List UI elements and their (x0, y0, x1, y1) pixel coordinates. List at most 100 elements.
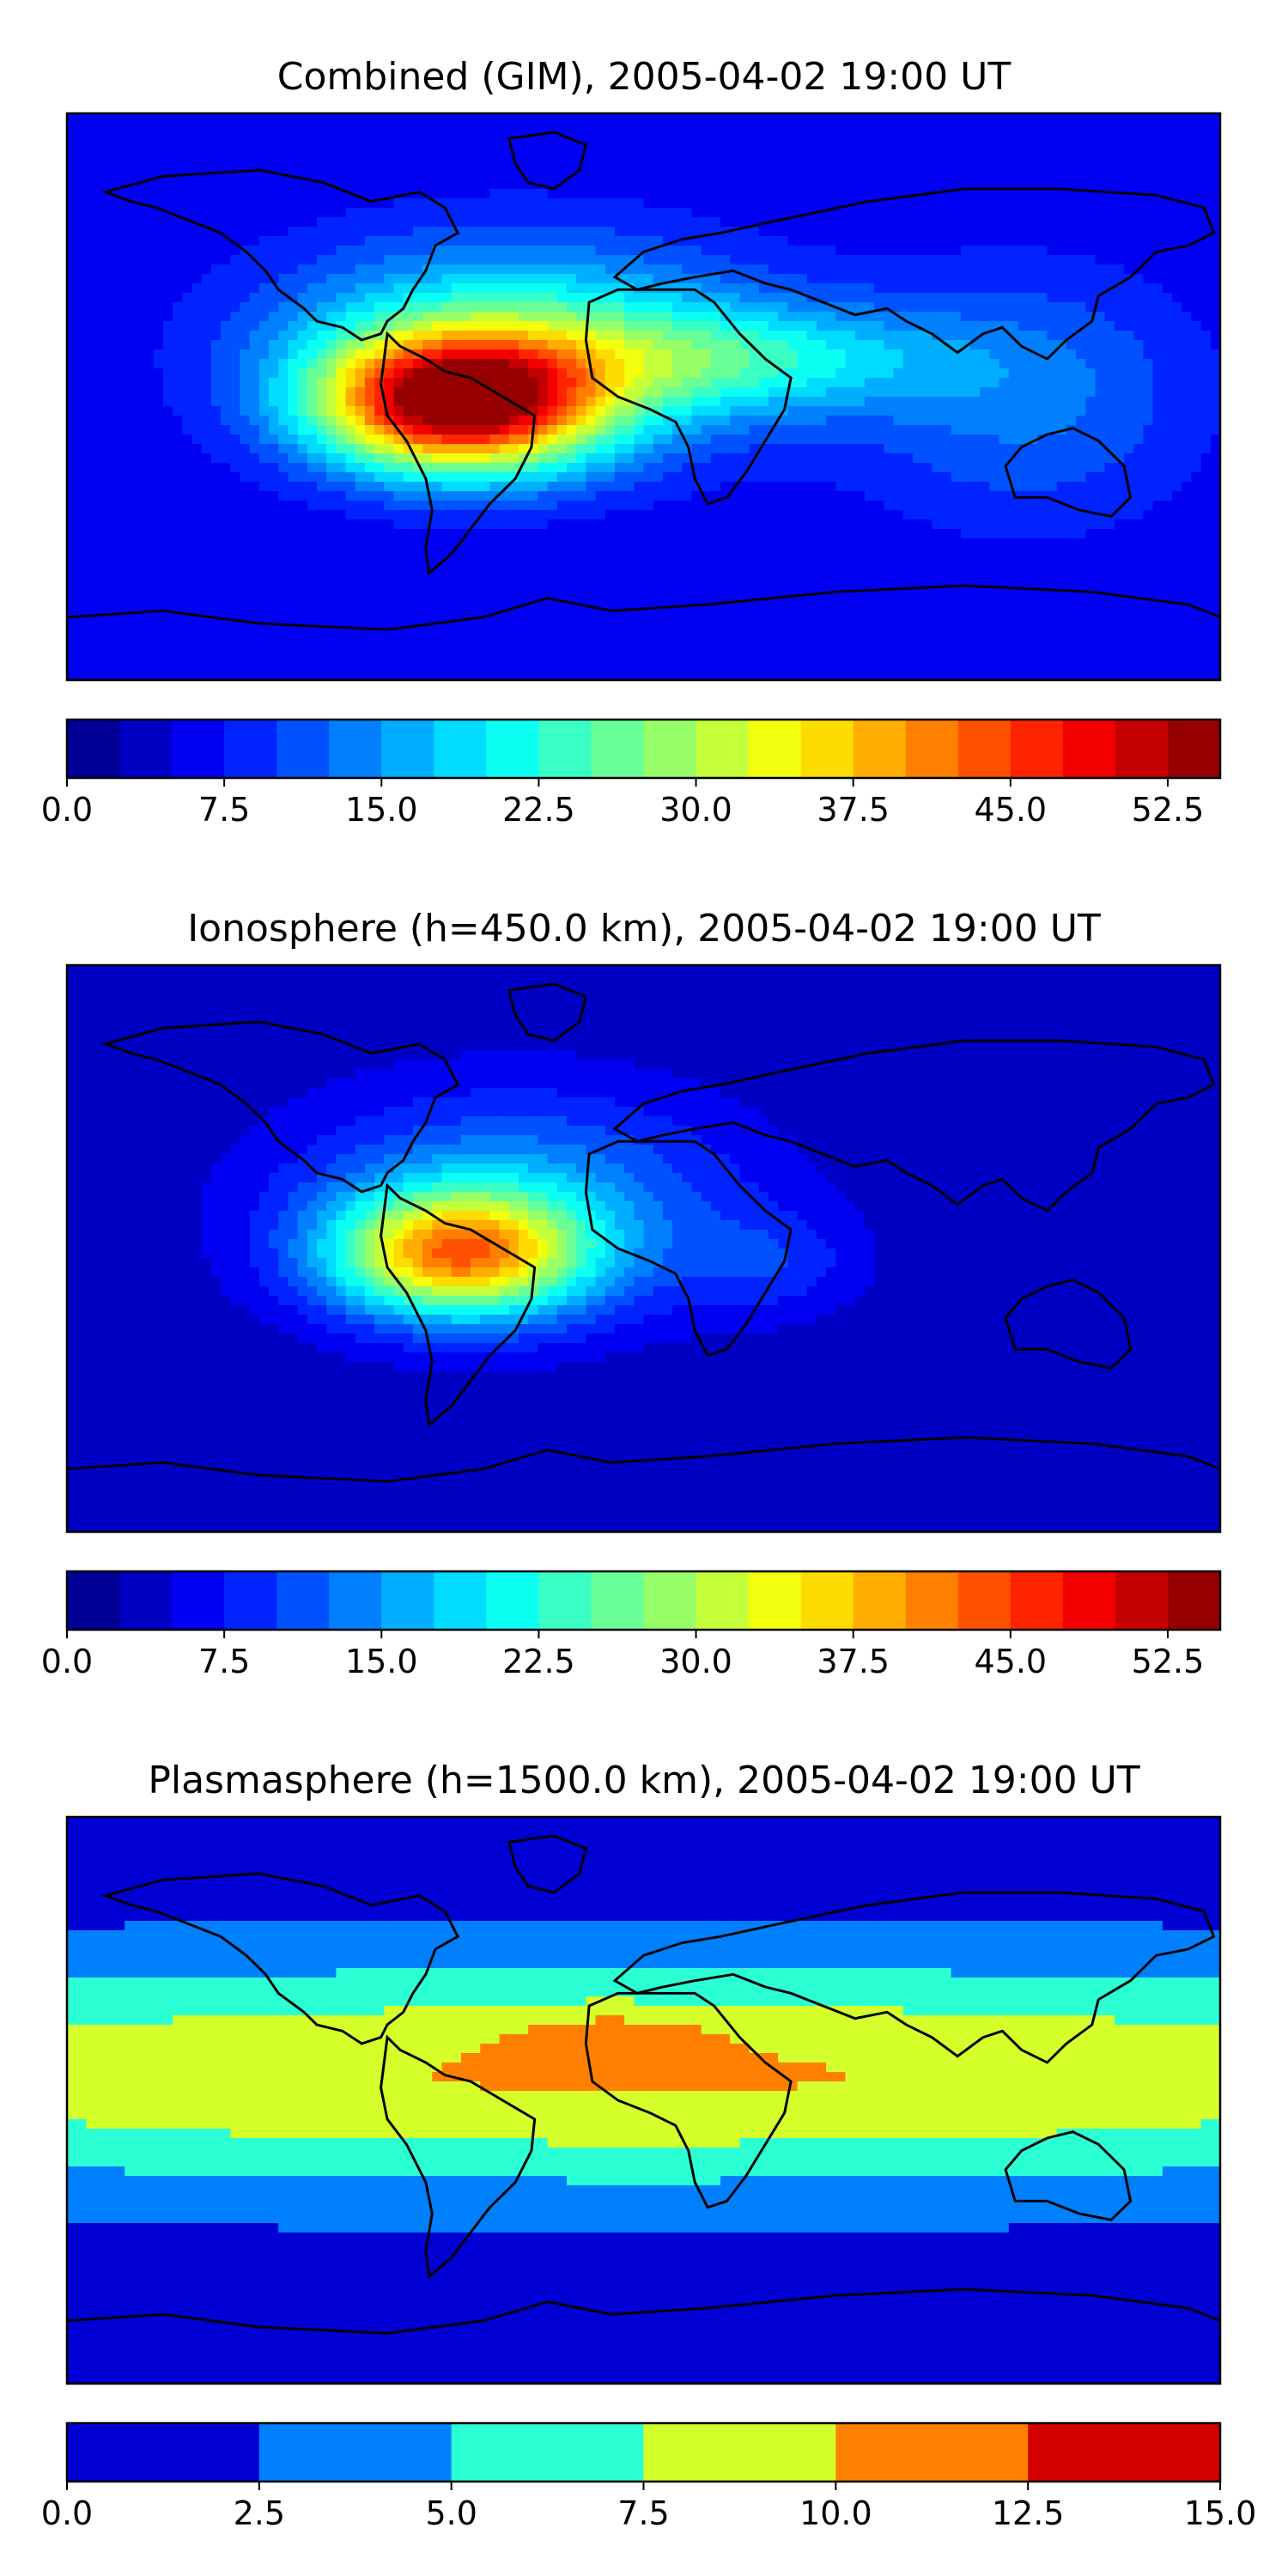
contour-cell (412, 236, 423, 246)
contour-cell (403, 151, 414, 161)
contour-cell (67, 397, 77, 407)
contour-cell (806, 387, 817, 398)
contour-cell (634, 444, 645, 454)
contour-cell (1066, 161, 1077, 171)
contour-cell (816, 482, 827, 492)
contour-cell (1076, 227, 1086, 237)
contour-cell (1104, 331, 1115, 341)
contour-cell (999, 491, 1010, 501)
contour-cell (326, 482, 337, 492)
contour-cell (1114, 444, 1125, 454)
contour-cell (393, 170, 404, 180)
contour-cell (1152, 463, 1163, 473)
contour-cell (595, 227, 606, 237)
contour-cell (345, 425, 356, 435)
contour-cell (806, 444, 817, 454)
contour-cell (403, 227, 414, 237)
contour-cell (1018, 453, 1029, 464)
contour-cell (240, 142, 251, 152)
contour-cell (739, 161, 750, 171)
contour-cell (576, 453, 586, 464)
contour-cell (749, 179, 760, 190)
contour-cell (393, 453, 404, 464)
contour-cell (806, 453, 817, 464)
contour-cell (441, 113, 453, 124)
contour-cell (336, 179, 347, 190)
contour-cell (153, 293, 164, 303)
contour-cell (182, 123, 193, 133)
contour-cell (249, 397, 260, 407)
contour-cell (547, 472, 558, 483)
contour-cell (134, 406, 145, 416)
contour-cell (519, 142, 529, 152)
contour-cell (634, 255, 645, 265)
contour-cell (999, 406, 1010, 416)
contour-cell (153, 217, 164, 228)
contour-cell (105, 302, 116, 313)
contour-cell (662, 255, 673, 265)
contour-cell (528, 151, 538, 161)
contour-cell (422, 198, 433, 209)
contour-cell (902, 283, 914, 294)
contour-cell (701, 302, 712, 313)
contour-cell (1182, 161, 1193, 171)
contour-cell (384, 227, 395, 237)
contour-cell (508, 179, 519, 190)
contour-cell (364, 331, 375, 341)
contour-cell (1200, 302, 1212, 313)
contour-cell (797, 340, 808, 350)
contour-cell (412, 170, 423, 180)
contour-cell (1191, 359, 1202, 369)
contour-cell (499, 397, 510, 407)
contour-cell (1162, 302, 1173, 313)
contour-cell (432, 397, 443, 407)
contour-cell (1085, 491, 1097, 501)
contour-cell (835, 283, 847, 294)
contour-cell (441, 491, 453, 501)
contour-cell (912, 217, 923, 228)
contour-cell (1018, 227, 1029, 237)
contour-cell (864, 151, 875, 161)
contour-cell (1152, 142, 1163, 152)
contour-cell (662, 444, 673, 454)
contour-cell (941, 274, 952, 284)
contour-cell (240, 208, 251, 218)
contour-cell (297, 453, 308, 464)
contour-cell (125, 349, 135, 360)
contour-cell (902, 359, 914, 369)
contour-cell (86, 208, 97, 218)
contour-cell (316, 113, 327, 124)
contour-cell (114, 151, 125, 161)
contour-cell (249, 349, 260, 360)
contour-cell (326, 416, 337, 426)
contour-cell (1191, 274, 1202, 284)
contour-cell (191, 378, 203, 388)
contour-cell (682, 208, 693, 218)
contour-cell (451, 274, 462, 284)
contour-cell (749, 312, 760, 322)
contour-cell (258, 434, 270, 445)
contour-cell (519, 416, 529, 426)
contour-cell (1008, 142, 1019, 152)
contour-cell (1085, 331, 1097, 341)
contour-cell (912, 170, 923, 180)
contour-cell (614, 189, 625, 199)
contour-cell (422, 274, 433, 284)
contour-cell (922, 293, 933, 303)
contour-cell (538, 501, 549, 511)
contour-cell (893, 463, 904, 473)
contour-cell (682, 444, 693, 454)
contour-cell (989, 255, 1000, 265)
contour-cell (471, 208, 481, 218)
contour-cell (258, 142, 270, 152)
contour-cell (999, 425, 1010, 435)
contour-cell (884, 293, 895, 303)
contour-cell (605, 331, 616, 341)
contour-cell (201, 406, 212, 416)
contour-cell (826, 189, 836, 199)
contour-cell (471, 434, 481, 445)
contour-cell (143, 208, 155, 218)
contour-cell (1095, 491, 1106, 501)
contour-cell (1095, 425, 1106, 435)
contour-cell (682, 463, 693, 473)
